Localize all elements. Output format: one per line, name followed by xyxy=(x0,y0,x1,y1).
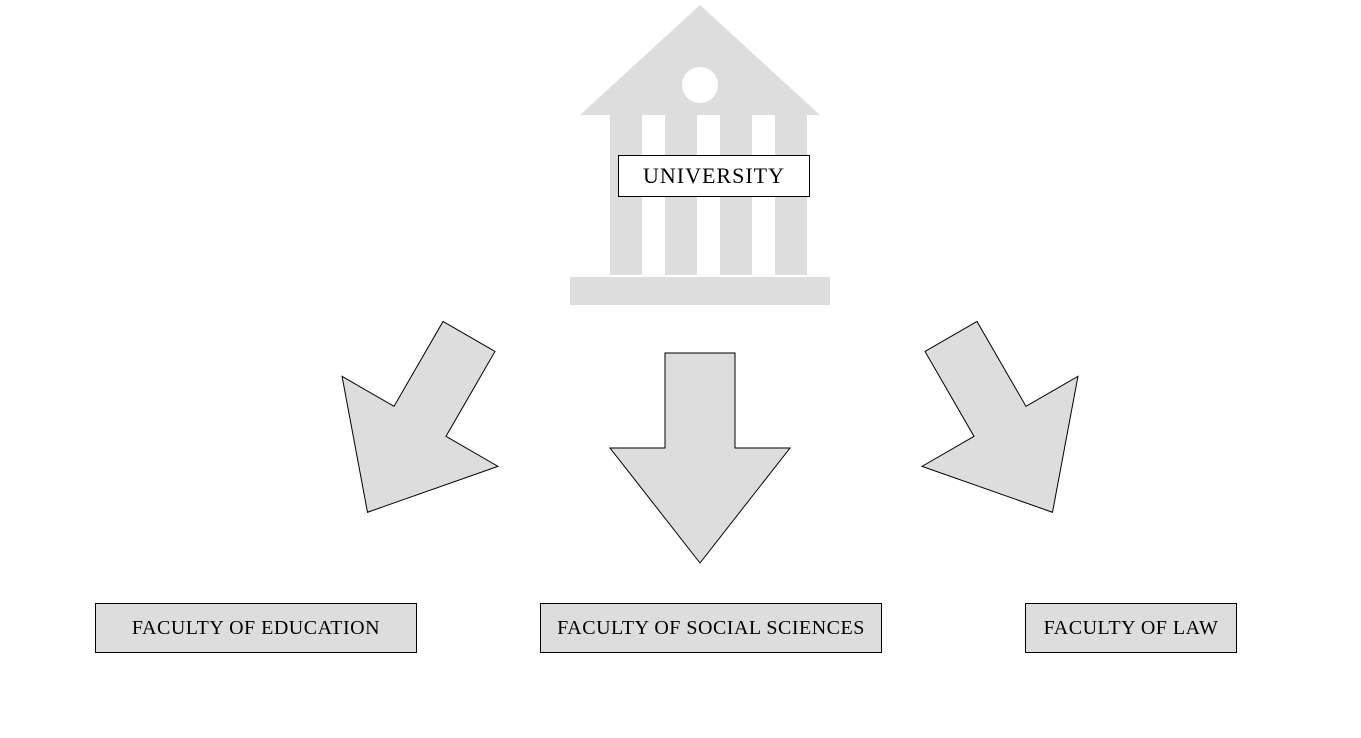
node-label: FACULTY OF LAW xyxy=(1044,617,1219,640)
node-faculty-law: FACULTY OF LAW xyxy=(1025,603,1237,653)
root-node-university: UNIVERSITY xyxy=(618,155,810,197)
node-label: FACULTY OF EDUCATION xyxy=(132,617,380,640)
arrow-down-icon xyxy=(605,348,795,568)
arrow-down-left-icon xyxy=(300,310,530,550)
node-faculty-social-sciences: FACULTY OF SOCIAL SCIENCES xyxy=(540,603,882,653)
arrow-down-right-icon xyxy=(890,310,1120,550)
diagram-stage: UNIVERSITY FACULTY OF EDUCATION FACULTY … xyxy=(0,0,1361,738)
node-faculty-education: FACULTY OF EDUCATION xyxy=(95,603,417,653)
node-label: FACULTY OF SOCIAL SCIENCES xyxy=(557,617,865,640)
root-node-label: UNIVERSITY xyxy=(643,163,785,189)
